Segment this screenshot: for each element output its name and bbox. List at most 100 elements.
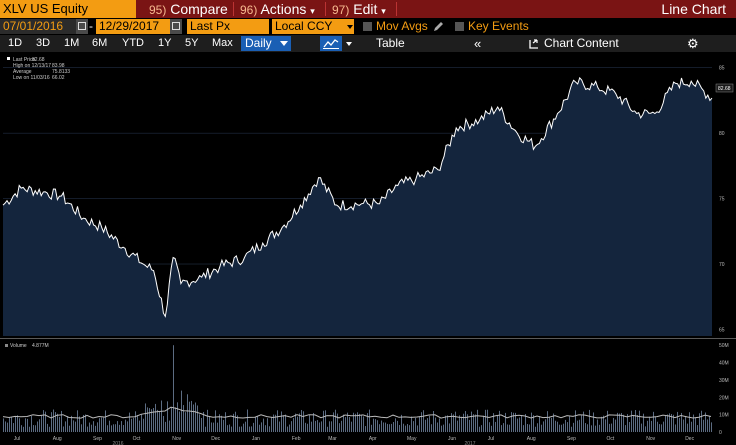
volume-tick-label: 40M bbox=[719, 361, 729, 367]
calendar-icon[interactable] bbox=[170, 19, 182, 34]
volume-legend: Volume 4.877M bbox=[5, 343, 49, 349]
divider bbox=[396, 2, 397, 16]
frequency-select[interactable]: Daily bbox=[241, 36, 291, 51]
date-dash: - bbox=[89, 19, 93, 33]
range-3d[interactable]: 3D bbox=[36, 37, 51, 49]
end-date-field[interactable]: 12/29/2017 bbox=[96, 19, 170, 34]
volume-bar bbox=[331, 421, 332, 432]
currency-dropdown-icon[interactable] bbox=[345, 19, 354, 34]
volume-bar bbox=[647, 420, 648, 432]
volume-bar bbox=[583, 411, 584, 432]
volume-bar bbox=[643, 413, 644, 432]
volume-bar bbox=[33, 425, 34, 432]
volume-bar bbox=[89, 422, 90, 432]
volume-bar bbox=[169, 420, 170, 432]
volume-bar bbox=[605, 419, 606, 432]
volume-bar bbox=[577, 420, 578, 432]
chart-type-dropdown-icon[interactable] bbox=[346, 42, 352, 46]
volume-bar bbox=[549, 417, 550, 432]
volume-bar bbox=[537, 423, 538, 432]
key-events-checkbox[interactable] bbox=[455, 22, 464, 31]
volume-bar bbox=[625, 425, 626, 432]
start-date-field[interactable]: 07/01/2016 bbox=[0, 19, 76, 34]
volume-bar bbox=[337, 413, 338, 432]
currency-select[interactable]: Local CCY bbox=[272, 19, 345, 34]
volume-bar bbox=[119, 424, 120, 432]
volume-bar bbox=[99, 418, 100, 432]
volume-bar bbox=[565, 419, 566, 432]
range-ytd[interactable]: YTD bbox=[122, 37, 144, 49]
volume-bar bbox=[415, 417, 416, 432]
volume-bar bbox=[309, 415, 310, 432]
volume-bar bbox=[145, 403, 146, 432]
volume-bar bbox=[85, 414, 86, 432]
mov-avgs-checkbox[interactable] bbox=[363, 22, 372, 31]
volume-bar bbox=[83, 414, 84, 432]
volume-bar bbox=[275, 414, 276, 432]
volume-bar bbox=[487, 409, 488, 432]
volume-bar bbox=[543, 421, 544, 432]
range-5y[interactable]: 5Y bbox=[185, 37, 199, 49]
edit-button[interactable]: 97) Edit ▾ bbox=[332, 0, 386, 18]
table-button[interactable]: Table bbox=[376, 36, 405, 50]
calendar-icon[interactable] bbox=[76, 19, 88, 34]
volume-bar bbox=[645, 426, 646, 432]
volume-bar bbox=[255, 416, 256, 432]
volume-bar bbox=[205, 426, 206, 432]
volume-bar bbox=[353, 412, 354, 432]
collapse-icon[interactable]: « bbox=[474, 36, 482, 51]
volume-bar bbox=[139, 420, 140, 432]
month-tick-label: Nov bbox=[172, 436, 181, 442]
volume-bar bbox=[181, 390, 182, 432]
range-6m[interactable]: 6M bbox=[92, 37, 108, 49]
volume-bar bbox=[589, 409, 590, 432]
line-chart-button[interactable] bbox=[320, 36, 342, 51]
volume-bar bbox=[459, 415, 460, 432]
volume-bar bbox=[515, 412, 516, 432]
volume-bar bbox=[165, 421, 166, 432]
range-1m[interactable]: 1M bbox=[64, 37, 80, 49]
range-1y[interactable]: 1Y bbox=[158, 37, 172, 49]
month-tick-label: Feb bbox=[292, 436, 301, 442]
ticker-field[interactable]: XLV US Equity bbox=[0, 0, 136, 18]
volume-bar bbox=[137, 415, 138, 432]
volume-bar bbox=[677, 411, 678, 432]
volume-bar bbox=[97, 422, 98, 432]
volume-bar bbox=[703, 419, 704, 432]
volume-bar bbox=[39, 419, 40, 432]
volume-bar bbox=[293, 418, 294, 432]
compare-button[interactable]: 95) Compare bbox=[149, 0, 228, 18]
range-1d[interactable]: 1D bbox=[8, 37, 23, 49]
volume-bar bbox=[567, 422, 568, 432]
month-tick-label: Mar bbox=[328, 436, 337, 442]
volume-bar bbox=[539, 416, 540, 432]
volume-bar bbox=[263, 418, 264, 432]
volume-bar bbox=[475, 414, 476, 432]
volume-bar bbox=[693, 414, 694, 432]
volume-bar bbox=[127, 421, 128, 432]
volume-bar bbox=[579, 419, 580, 432]
volume-bar bbox=[407, 423, 408, 432]
price-tick-label: 75 bbox=[719, 197, 725, 203]
range-max[interactable]: Max bbox=[212, 37, 233, 49]
x-axis: Jul Aug Sep Oct Nov Dec Jan Feb Mar Apr May Jun Jul A… bbox=[14, 436, 695, 445]
volume-bar bbox=[171, 407, 172, 432]
price-field-select[interactable]: Last Px bbox=[187, 19, 269, 34]
volume-bar bbox=[619, 413, 620, 432]
volume-bar bbox=[485, 409, 486, 432]
price-chart[interactable]: 85 80 75 70 65 50M 40M 30M 20M 10M 0 Jul Aug Sep Oct… bbox=[0, 52, 736, 445]
volume-bar bbox=[37, 421, 38, 432]
volume-bar bbox=[59, 416, 60, 432]
actions-button[interactable]: 96) Actions ▾ bbox=[240, 0, 315, 18]
volume-bar bbox=[77, 410, 78, 432]
volume-bar bbox=[65, 421, 66, 432]
volume-bar bbox=[551, 417, 552, 432]
gear-icon[interactable]: ⚙ bbox=[687, 36, 699, 51]
volume-bar bbox=[569, 416, 570, 432]
volume-bar bbox=[203, 411, 204, 432]
volume-bar bbox=[67, 416, 68, 432]
chart-content-button[interactable]: Chart Content bbox=[544, 36, 619, 50]
price-line bbox=[2, 76, 713, 318]
pencil-icon[interactable] bbox=[433, 21, 444, 32]
volume-bar bbox=[235, 411, 236, 432]
